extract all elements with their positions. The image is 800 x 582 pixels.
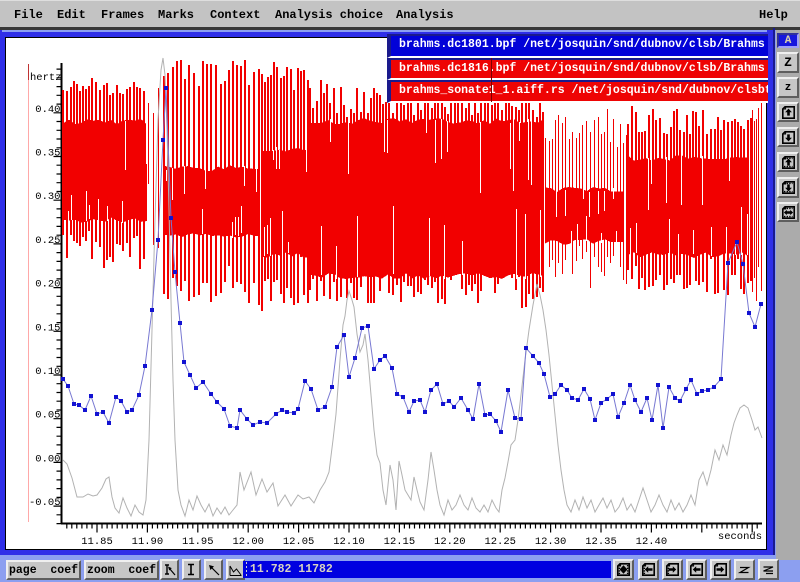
svg-text:0.10: 0.10 bbox=[35, 366, 60, 378]
svg-text:0.15: 0.15 bbox=[35, 322, 60, 334]
svg-text:12.35: 12.35 bbox=[585, 536, 617, 548]
svg-text:12.20: 12.20 bbox=[434, 536, 466, 548]
svg-text:0.00: 0.00 bbox=[35, 453, 60, 465]
svg-text:11.85: 11.85 bbox=[81, 536, 113, 548]
svg-text:-0.05: -0.05 bbox=[29, 497, 61, 509]
svg-text:12.40: 12.40 bbox=[636, 536, 668, 548]
svg-text:12.00: 12.00 bbox=[232, 536, 264, 548]
svg-text:0.30: 0.30 bbox=[35, 191, 60, 203]
svg-text:0.25: 0.25 bbox=[35, 235, 60, 247]
svg-text:0.35: 0.35 bbox=[35, 148, 60, 160]
svg-text:12.15: 12.15 bbox=[384, 536, 416, 548]
svg-text:0.05: 0.05 bbox=[35, 410, 60, 422]
svg-text:11.90: 11.90 bbox=[132, 536, 164, 548]
svg-text:11.95: 11.95 bbox=[182, 536, 214, 548]
svg-text:seconds: seconds bbox=[718, 531, 762, 543]
svg-text:12.30: 12.30 bbox=[535, 536, 567, 548]
svg-text:hertz: hertz bbox=[30, 72, 62, 84]
svg-text:0.20: 0.20 bbox=[35, 279, 60, 291]
svg-text:12.05: 12.05 bbox=[283, 536, 315, 548]
svg-text:12.10: 12.10 bbox=[333, 536, 365, 548]
svg-text:12.25: 12.25 bbox=[484, 536, 516, 548]
svg-text:0.40: 0.40 bbox=[35, 104, 60, 116]
